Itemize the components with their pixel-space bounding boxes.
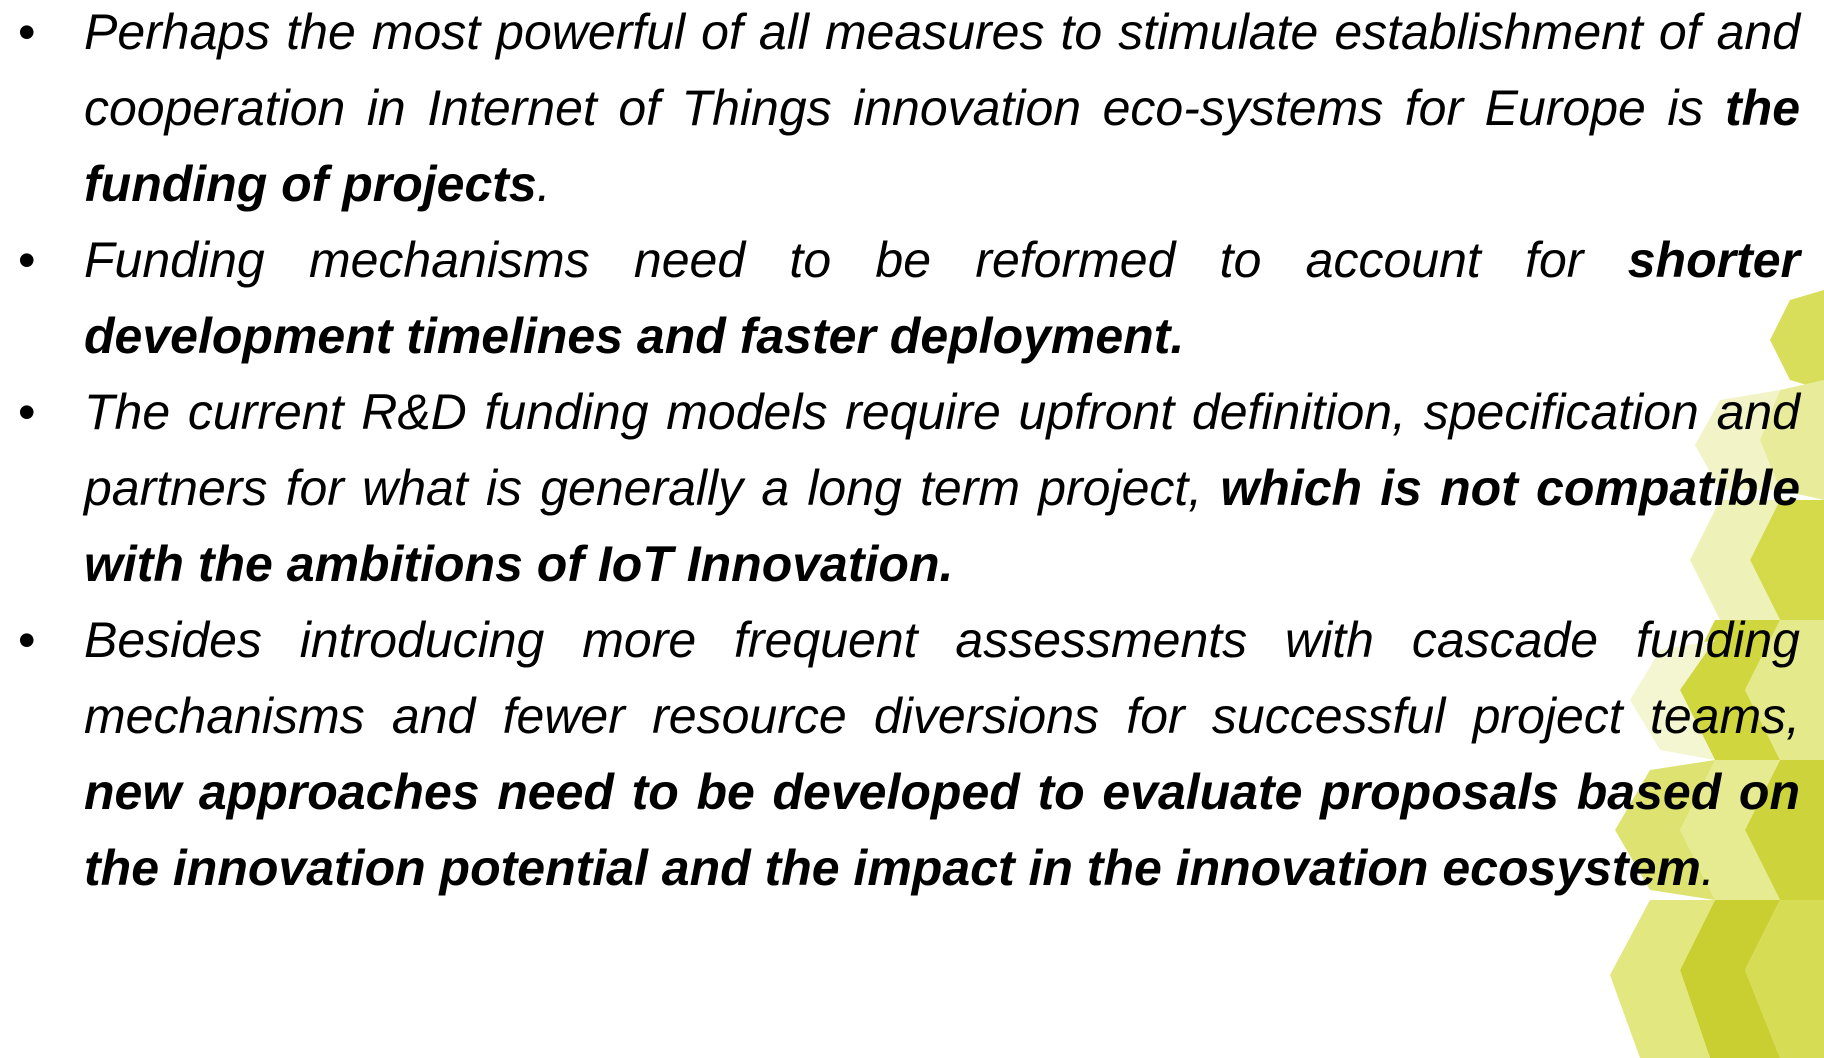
text: . <box>537 156 551 212</box>
page: Slide {"items": [ {"segments": [ {"text"… <box>0 0 1824 1058</box>
slide: Perhaps the most powerful of all measure… <box>0 0 1824 1058</box>
bullet-item: Besides introducing more frequent assess… <box>84 602 1800 906</box>
bullet-item: Funding mechanisms need to be reformed t… <box>84 222 1800 374</box>
text: Besides introducing more frequent assess… <box>84 612 1800 744</box>
bullet-item: Perhaps the most powerful of all measure… <box>84 0 1800 222</box>
text: Perhaps the most powerful of all measure… <box>84 4 1800 136</box>
bullet-item: The current R&D funding models require u… <box>84 374 1800 602</box>
bold-text: new approaches need to be developed to e… <box>84 764 1800 896</box>
bullet-list: Perhaps the most powerful of all measure… <box>84 0 1800 906</box>
text: Funding mechanisms need to be reformed t… <box>84 232 1628 288</box>
text: . <box>1701 840 1715 896</box>
